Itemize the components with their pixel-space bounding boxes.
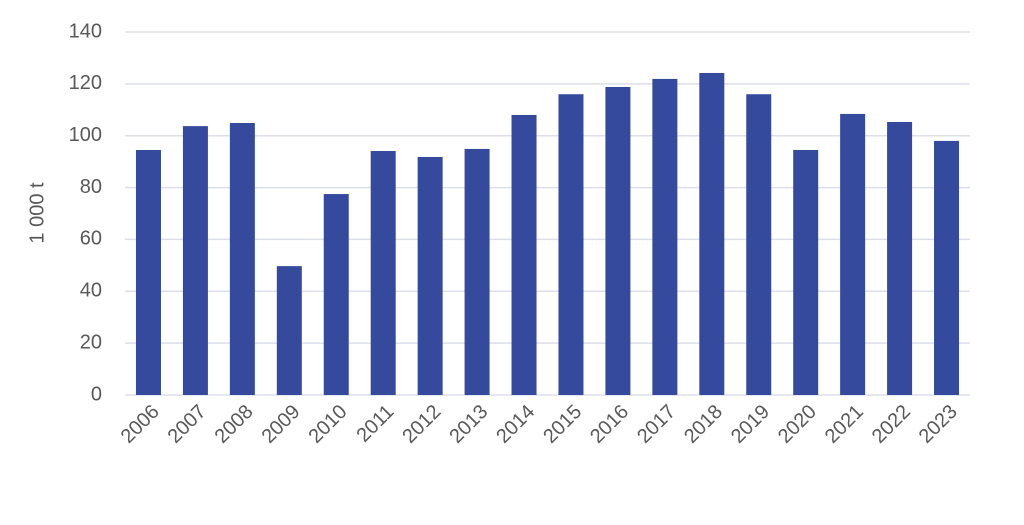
bar: [605, 86, 631, 396]
x-tick-label: 2019: [727, 401, 774, 448]
bar: [558, 94, 584, 395]
y-axis-label: 1 000 t: [26, 182, 48, 244]
bar: [887, 121, 913, 396]
x-tick-label: 2015: [539, 401, 586, 448]
x-tick-label: 2020: [774, 401, 821, 448]
x-tick-label: 2006: [117, 401, 164, 448]
x-tick-label: 2009: [258, 401, 305, 448]
x-tick-label: 2013: [445, 401, 492, 448]
bar: [511, 114, 537, 395]
x-tick-label: 2023: [915, 401, 962, 448]
x-tick-label: 2016: [586, 401, 633, 448]
bar: [652, 78, 678, 395]
y-tick-label: 100: [69, 124, 102, 146]
bar: [323, 194, 349, 395]
y-tick-label: 140: [69, 20, 102, 42]
bar: [417, 156, 443, 395]
x-tick-label: 2012: [398, 401, 445, 448]
bar: [840, 113, 866, 395]
x-tick-label: 2011: [352, 401, 398, 447]
y-tick-label: 120: [69, 72, 102, 94]
x-tick-label: 2010: [304, 401, 351, 448]
y-tick-label: 60: [80, 228, 102, 250]
y-tick-label: 20: [80, 331, 102, 353]
x-tick-label: 2021: [821, 401, 868, 448]
x-tick-label: 2022: [868, 401, 915, 448]
bar: [370, 151, 396, 395]
bar: [793, 149, 819, 395]
bar: [229, 123, 255, 396]
y-tick-label: 80: [80, 176, 102, 198]
y-tick-label: 40: [80, 280, 102, 302]
x-tick-label: 2014: [492, 401, 539, 448]
bar: [135, 149, 161, 395]
y-tick-label: 0: [91, 383, 102, 405]
bar: [182, 126, 208, 395]
bar: [464, 148, 490, 395]
bar: [934, 140, 960, 395]
bar: [276, 266, 302, 395]
x-tick-label: 2007: [164, 401, 211, 448]
bar: [746, 94, 772, 395]
x-tick-label: 2018: [680, 401, 727, 448]
bar: [699, 72, 725, 396]
x-tick-label: 2017: [633, 401, 680, 448]
x-tick-label: 2008: [211, 401, 258, 448]
